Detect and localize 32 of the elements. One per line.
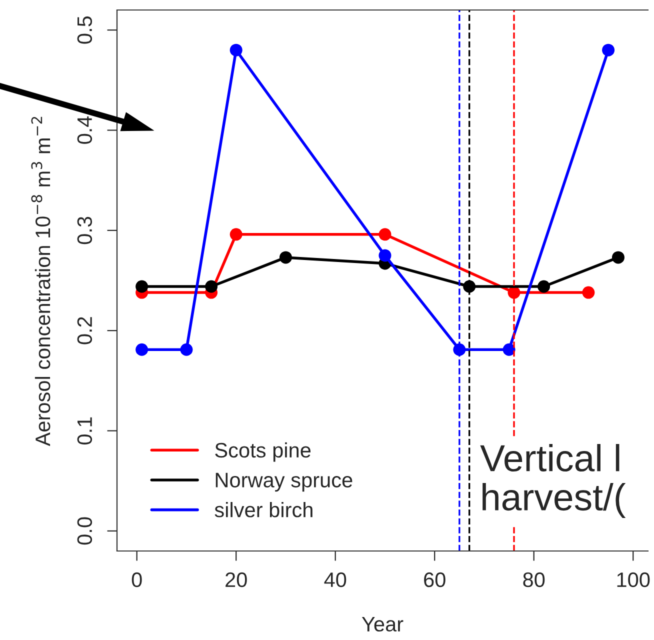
y-tick-label: 0.4	[77, 116, 92, 144]
x-axis-title: Year	[362, 617, 404, 632]
x-tick-label: 100	[617, 572, 650, 588]
point	[279, 251, 292, 264]
point	[582, 286, 595, 299]
point	[602, 44, 615, 56]
y-tick-label: 0.1	[77, 417, 92, 444]
y-tick-label: 0.3	[77, 216, 92, 244]
point	[538, 280, 550, 293]
point	[180, 343, 193, 356]
point	[136, 343, 148, 356]
legend-label: Scots pine	[215, 442, 311, 462]
y-tick-label: 0.5	[77, 16, 92, 44]
point	[230, 44, 242, 56]
x-tick-label: 60	[424, 572, 446, 588]
x-tick-label: 0	[132, 572, 142, 588]
point	[502, 343, 516, 356]
x-tick-label: 20	[226, 572, 247, 588]
y-tick-label: 0.2	[77, 317, 92, 344]
y-axis-title: Aerosol concentration 10$^{−8}$ m$^{3}$ m$^{−2}$	[31, 116, 50, 446]
point	[378, 228, 392, 241]
y-tick-label: 0.0	[77, 517, 92, 545]
point	[230, 228, 242, 241]
annotation: Vertical l harvest/(	[480, 444, 626, 518]
point	[378, 249, 392, 262]
x-tick-label: 40	[324, 572, 346, 588]
legend-label: Norway spruce	[216, 472, 352, 492]
x-tick-label: 80	[523, 572, 545, 588]
legend-label: silver birch	[214, 502, 312, 518]
point	[205, 280, 218, 293]
point	[136, 280, 148, 293]
point	[612, 251, 624, 264]
